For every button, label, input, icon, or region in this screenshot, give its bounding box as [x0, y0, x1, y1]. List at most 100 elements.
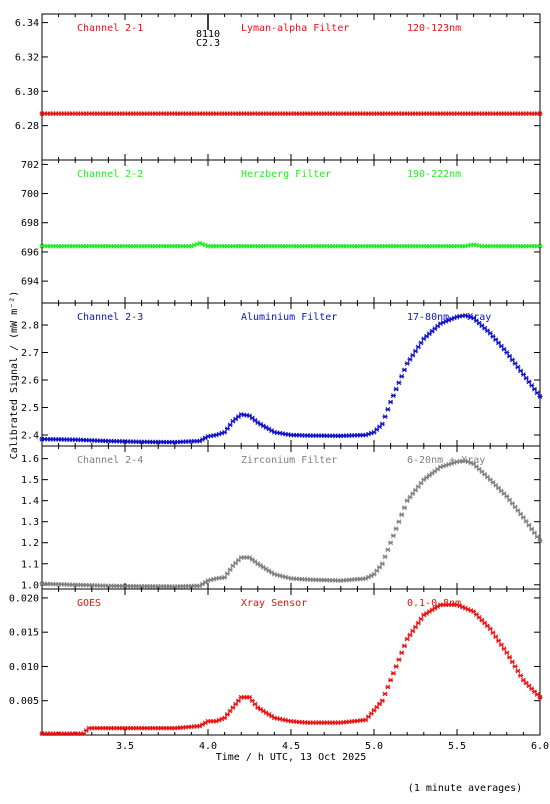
data-point [385, 406, 391, 412]
y-tick-label: 2.8 [21, 321, 39, 332]
data-point [526, 522, 532, 528]
y-tick-label: 0.020 [9, 593, 39, 604]
data-point [382, 414, 388, 420]
data-point [385, 684, 391, 690]
data-point [534, 534, 540, 540]
data-series [39, 602, 543, 737]
data-point [531, 386, 537, 392]
data-point [537, 538, 543, 544]
data-series [39, 312, 543, 445]
data-point [222, 575, 228, 580]
data-point [388, 540, 394, 546]
data-point [537, 394, 543, 399]
data-point [512, 361, 518, 366]
data-point [487, 626, 493, 632]
data-point [382, 691, 388, 697]
data-point [399, 650, 405, 656]
data-point [390, 670, 396, 676]
flare-marker-label-2: C2.3 [196, 38, 220, 49]
y-tick-label: 696 [21, 247, 39, 258]
panel-1: 6.28 6.30 6.32 6.34 Channel 2-1 Lyman-alpha F… [15, 13, 543, 161]
panel-channel-label: Channel 2-1 [77, 23, 143, 34]
panel-filter-label: Xray Sensor [241, 598, 307, 609]
y-tick-label: 700 [21, 189, 39, 200]
x-tick-label: 5.5 [448, 741, 466, 752]
data-point [407, 356, 413, 362]
panel-channel-label: Channel 2-3 [77, 312, 143, 323]
x-tick-label: 6.0 [531, 741, 549, 752]
footer-note: (1 minute averages) [408, 783, 522, 794]
y-tick-label: 2.5 [21, 403, 39, 414]
data-point [404, 361, 410, 366]
panel-filter-label: Herzberg Filter [241, 169, 331, 180]
data-point [404, 636, 410, 642]
data-point [401, 367, 407, 373]
y-tick-label: 1.6 [21, 454, 39, 465]
data-point [415, 620, 421, 626]
data-point [490, 630, 496, 636]
data-point [529, 526, 535, 532]
x-tick-label: 4.0 [199, 741, 217, 752]
flare-marker-label-1: 8110 [196, 29, 220, 40]
y-tick-label: 1.3 [21, 517, 39, 528]
data-point [390, 393, 396, 398]
data-point [410, 352, 416, 358]
panel-5: 0.005 0.010 0.015 0.020 GOES Xray Sensor 0.1-0… [9, 588, 543, 737]
data-point [504, 350, 510, 355]
panel-band-label: 0.1-0.8nm [407, 598, 461, 609]
y-tick-label: 698 [21, 218, 39, 229]
data-point [518, 368, 524, 374]
data-point [224, 426, 230, 431]
data-point [399, 373, 405, 379]
x-tick-label: 5.0 [365, 741, 383, 752]
data-point [507, 654, 513, 660]
y-tick-label: 1.2 [21, 538, 39, 549]
y-axis-title: Calibrated Signal / (mW m⁻²) [9, 291, 20, 460]
data-point [512, 664, 518, 669]
data-point [413, 624, 418, 630]
data-point [227, 422, 233, 428]
panel-band-label: 120-123nm [407, 23, 461, 34]
data-point [379, 561, 385, 567]
y-tick-label: 1.1 [21, 559, 39, 570]
panel-filter-label: Aluminium Filter [241, 312, 337, 323]
data-point [515, 668, 521, 674]
y-tick-label: 0.010 [9, 662, 39, 673]
data-point [523, 518, 529, 524]
y-tick-label: 6.34 [15, 18, 39, 29]
y-tick-label: 694 [21, 277, 39, 288]
y-tick-label: 2.7 [21, 348, 39, 359]
data-point [390, 533, 396, 539]
data-point [501, 646, 507, 652]
data-point [537, 243, 543, 249]
y-tick-label: 1.0 [21, 580, 39, 591]
data-point [382, 554, 388, 560]
y-tick-label: 702 [21, 160, 39, 171]
y-tick-label: 0.015 [9, 628, 39, 639]
data-point [388, 399, 394, 405]
data-series [39, 240, 543, 249]
data-point [401, 643, 407, 649]
data-point [537, 694, 543, 700]
y-tick-label: 1.4 [21, 496, 39, 507]
x-tick-label: 3.5 [116, 741, 134, 752]
data-point [385, 547, 391, 553]
y-tick-label: 6.28 [15, 121, 39, 132]
y-tick-label: 2.4 [21, 431, 39, 442]
data-point [515, 364, 521, 370]
data-point [504, 650, 510, 656]
data-series [39, 458, 543, 589]
data-point [509, 357, 515, 363]
panel-channel-label: Channel 2-4 [77, 455, 143, 466]
panel-channel-label: Channel 2-2 [77, 169, 143, 180]
panel-band-label: 6-20nm + Xray [407, 455, 485, 466]
x-tick-label: 4.5 [282, 741, 300, 752]
data-point [379, 698, 385, 704]
data-point [496, 638, 501, 644]
y-tick-label: 0.005 [9, 696, 39, 707]
panel-channel-label: GOES [77, 598, 101, 609]
data-point [498, 642, 504, 648]
data-point [507, 353, 513, 359]
data-point [534, 390, 540, 396]
